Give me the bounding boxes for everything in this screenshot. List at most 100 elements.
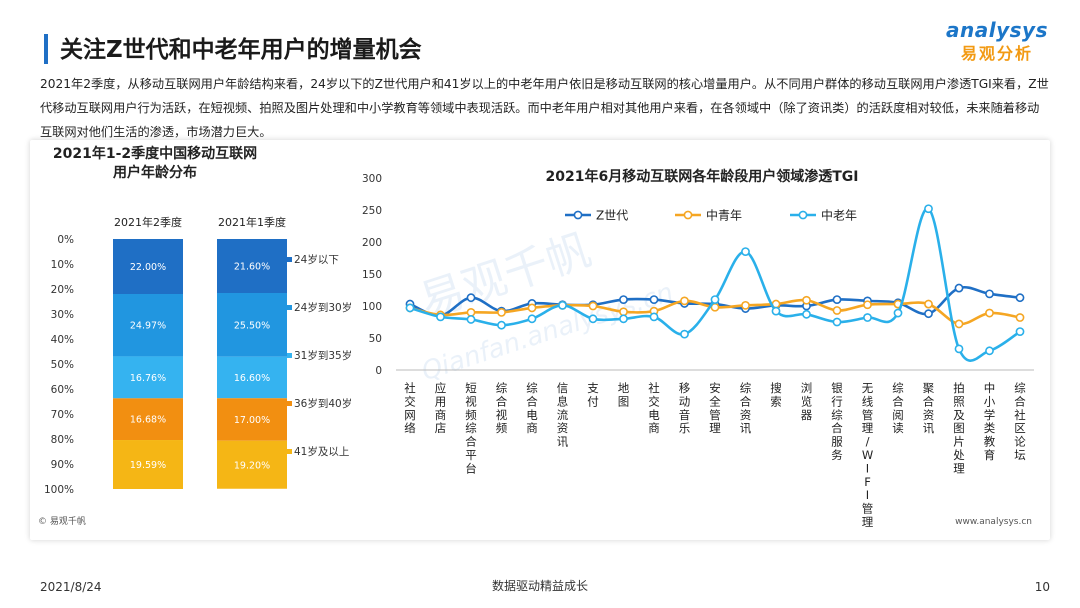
bar-legend-swatch (287, 305, 292, 310)
line-y-tick-label: 0 (375, 365, 382, 377)
line-category-label: 浏览器 (801, 381, 813, 422)
line-point (588, 314, 598, 324)
line-category-label: 支付 (587, 381, 599, 408)
bar-chart-title-line-2: 用户年龄分布 (113, 164, 197, 181)
line-point (741, 247, 750, 256)
line-point (619, 307, 628, 317)
bar-segment (113, 239, 183, 294)
line-point (527, 303, 537, 313)
bar-segment (113, 440, 183, 489)
bar-data-label: 16.68% (130, 415, 166, 426)
line-point (863, 313, 872, 322)
line-category-label: 无线管理/W I F I 管理 (862, 381, 874, 529)
line-legend-marker (683, 210, 693, 220)
line-point (527, 314, 537, 324)
footer-date: 2021/8/24 (40, 580, 102, 594)
bar-category-label: 2021年1季度 (218, 215, 286, 229)
line-point (619, 314, 628, 324)
line-category-label: 社交网络 (404, 381, 416, 435)
line-category-label: 拍照及图片处理 (953, 381, 965, 475)
bar-y-tick-label: 0% (57, 234, 74, 246)
source-left: © 易观千帆 (38, 515, 86, 527)
bar-segment (217, 293, 287, 357)
bar-legend-label: 41岁及以上 (294, 445, 349, 458)
line-point (588, 301, 598, 311)
line-category-label: 应用商店 (435, 381, 447, 435)
line-point (710, 295, 720, 304)
footer-page-number: 10 (1034, 580, 1050, 594)
bar-segment (113, 294, 183, 357)
bar-segment (113, 398, 183, 441)
bar-data-label: 21.60% (234, 262, 270, 273)
bar-y-tick-label: 40% (51, 334, 74, 346)
bar-legend-label: 31岁到35岁 (294, 349, 352, 362)
line-y-tick-label: 300 (362, 173, 382, 185)
line-category-label: 综合资讯 (740, 381, 752, 435)
bar-segment (217, 239, 287, 293)
bar-legend-swatch (287, 353, 292, 358)
bar-data-label: 22.00% (130, 262, 166, 273)
line-point (771, 306, 781, 316)
bar-data-label: 19.59% (130, 460, 166, 471)
source-right: www.analysys.cn (955, 517, 1032, 527)
title-accent-bar (44, 34, 48, 64)
bar-segment (217, 356, 287, 399)
line-y-tick-label: 150 (362, 269, 382, 281)
line-legend-marker (573, 210, 583, 220)
brand-logo: analysys 易观分析 (942, 18, 1052, 64)
line-category-label: 聚合资讯 (923, 381, 935, 435)
line-point (649, 295, 659, 304)
bar-legend-label: 36岁到40岁 (294, 397, 352, 410)
line-category-label: 银行综合服务 (831, 381, 843, 462)
line-point (680, 329, 689, 339)
line-category-label: 综合电商 (526, 381, 538, 435)
chart-panel: 易观千帆 Qianfan.analysys.cn 2021年1-2季度中国移动互… (30, 140, 1050, 540)
line-point (863, 300, 872, 310)
line-category-label: 中小学类教育 (984, 381, 996, 462)
line-point (954, 344, 964, 354)
line-category-label: 综合阅读 (892, 381, 904, 435)
bar-data-label: 25.50% (234, 320, 270, 331)
line-category-label: 综合社区论坛 (1014, 381, 1026, 462)
line-point (466, 293, 476, 303)
intro-paragraph: 2021年2季度，从移动互联网用户年龄结构来看，24岁以下的Z世代用户和41岁以… (40, 77, 1049, 139)
bar-y-tick-label: 60% (51, 384, 74, 396)
line-point (1015, 327, 1025, 336)
line-point (619, 295, 628, 304)
line-point (802, 295, 811, 305)
line-point (924, 204, 933, 214)
footer-slogan: 数据驱动精益成长 (491, 579, 588, 593)
page-title: 关注Z世代和中老年用户的增量机会 (60, 37, 422, 63)
bar-data-label: 19.20% (234, 460, 270, 471)
bar-legend-label: 24岁到30岁 (294, 301, 352, 314)
line-point (436, 312, 445, 322)
line-point (924, 299, 933, 309)
line-point (497, 307, 506, 317)
line-point (893, 308, 903, 318)
line-point (466, 315, 476, 324)
tgi-line-chart: 2021年6月移动互联网各年龄段用户领域渗透TGI 0 50 100 150 200 250… (362, 168, 1034, 529)
line-point (649, 312, 659, 322)
bar-legend-label: 24岁以下 (294, 253, 339, 266)
line-point (954, 283, 964, 293)
line-point (954, 319, 964, 329)
logo-text-en: analysys (946, 18, 1048, 42)
line-point (985, 346, 994, 356)
line-point (832, 295, 842, 304)
line-point (832, 317, 842, 327)
line-y-tick-label: 50 (369, 333, 382, 345)
line-category-label: 社交电商 (648, 381, 660, 435)
line-point (924, 309, 933, 319)
line-point (466, 307, 476, 317)
bar-y-tick-label: 50% (51, 359, 74, 371)
line-point (497, 320, 506, 330)
bar-data-label: 17.00% (234, 415, 270, 426)
bar-legend-swatch (287, 449, 292, 454)
line-legend-label: 中青年 (706, 208, 742, 223)
bar-segment (217, 440, 287, 489)
line-point (680, 296, 689, 306)
line-point (985, 289, 994, 299)
bar-y-tick-label: 80% (51, 434, 74, 446)
line-y-tick-label: 250 (362, 205, 382, 217)
